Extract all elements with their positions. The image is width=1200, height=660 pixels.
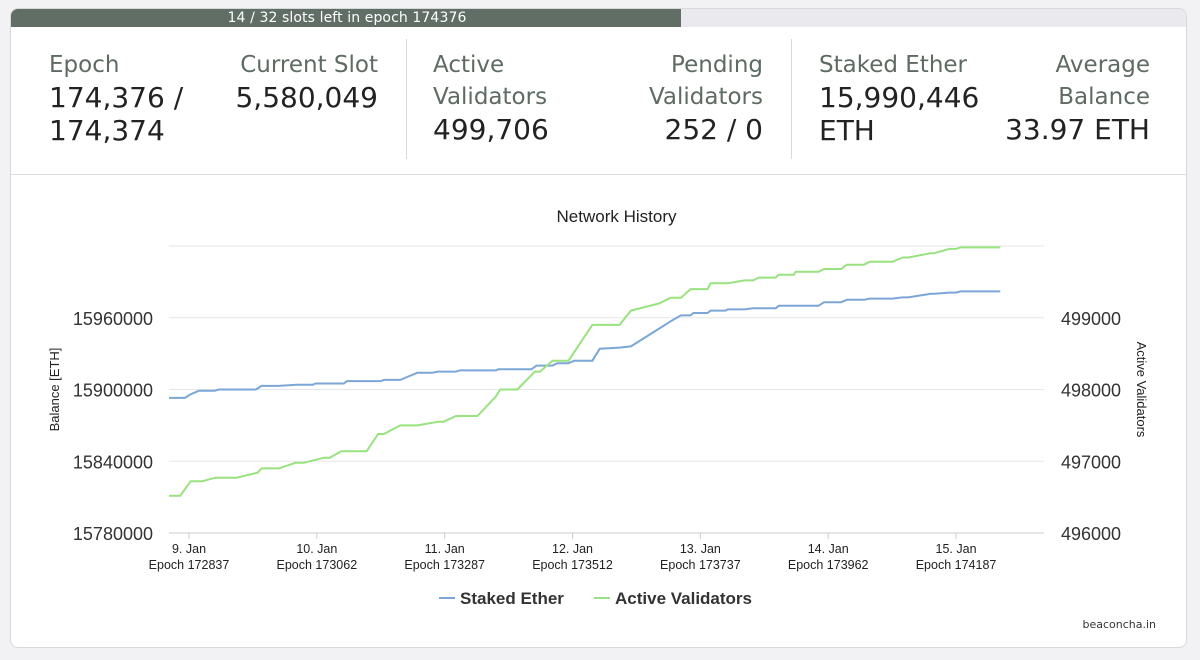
active-validators-stat: Active Validators 499,706 — [433, 49, 549, 146]
staked-ether-value-line2: ETH — [819, 114, 875, 147]
epoch-value-line2: 174,374 — [49, 114, 165, 147]
current-slot-label: Current Slot — [240, 52, 378, 78]
stats-divider — [406, 39, 407, 159]
y-right-tick-label: 496000 — [1061, 524, 1121, 544]
chart-credit[interactable]: beaconcha.in — [1082, 618, 1156, 631]
y-right-axis-title: Active Validators — [1134, 342, 1149, 438]
average-balance-stat: Average Balance 33.97 ETH — [1005, 49, 1150, 146]
pending-validators-stat: Pending Validators 252 / 0 — [649, 49, 763, 146]
x-tick-label-day: 9. Jan — [172, 542, 206, 556]
active-validators-label-line2: Validators — [433, 84, 548, 110]
staked-ether-stat: Staked Ether 15,990,446 ETH — [819, 49, 979, 147]
y-left-tick-label: 15840000 — [73, 452, 153, 472]
x-tick-label-epoch: Epoch 173062 — [277, 558, 358, 572]
stats-panel: Epoch 174,376 / 174,374 Current Slot 5,5… — [11, 27, 1186, 175]
average-balance-label-line1: Average — [1055, 52, 1150, 78]
x-tick-label-day: 14. Jan — [808, 542, 849, 556]
epoch-label: Epoch — [49, 52, 120, 78]
y-left-axis-title: Balance [ETH] — [47, 348, 62, 432]
staked-ether-line — [169, 290, 1001, 399]
x-tick-label-epoch: Epoch 173737 — [660, 558, 741, 572]
ether-group: Staked Ether 15,990,446 ETH Average Bala… — [792, 27, 1186, 175]
x-tick-label-epoch: Epoch 173287 — [404, 558, 485, 572]
y-left-tick-label: 15900000 — [73, 381, 153, 401]
x-tick-label-epoch: Epoch 172837 — [149, 558, 230, 572]
average-balance-label-line2: Balance — [1058, 84, 1150, 110]
y-right-tick-label: 497000 — [1061, 452, 1121, 472]
x-tick-label-epoch: Epoch 174187 — [916, 558, 997, 572]
epoch-progress-bar: 14 / 32 slots left in epoch 174376 — [11, 9, 1186, 27]
x-tick-label-day: 11. Jan — [425, 542, 465, 556]
current-slot-value: 5,580,049 — [235, 81, 378, 114]
epoch-progress-text: 14 / 32 slots left in epoch 174376 — [227, 10, 467, 26]
network-card: 14 / 32 slots left in epoch 174376 Epoch… — [10, 8, 1187, 648]
active-validators-line — [169, 246, 1001, 497]
active-validators-value: 499,706 — [433, 113, 549, 146]
x-tick-label-day: 15. Jan — [936, 542, 977, 556]
average-balance-value: 33.97 ETH — [1005, 113, 1150, 146]
x-tick-label-day: 13. Jan — [680, 542, 721, 556]
chart-svg: Network History 15780000 15840000 15900000 1… — [47, 207, 1149, 608]
y-left-tick-label: 15780000 — [73, 524, 153, 544]
x-tick-label-epoch: Epoch 173512 — [532, 558, 613, 572]
legend-label-active-validators: Active Validators — [615, 589, 752, 608]
pending-validators-label-line1: Pending — [671, 52, 763, 78]
x-tick-label-day: 12. Jan — [552, 542, 593, 556]
legend-label-staked-ether: Staked Ether — [460, 589, 564, 608]
epoch-progress-fill — [11, 9, 681, 27]
epoch-stat: Epoch 174,376 / 174,374 — [49, 49, 183, 147]
current-slot-stat: Current Slot 5,580,049 — [235, 49, 378, 114]
chart-title: Network History — [557, 207, 677, 226]
pending-validators-label-line2: Validators — [648, 84, 763, 110]
x-tick-label-day: 10. Jan — [296, 542, 337, 556]
staked-ether-value-line1: 15,990,446 — [819, 81, 980, 114]
epoch-slot-group: Epoch 174,376 / 174,374 Current Slot 5,5… — [11, 27, 406, 175]
y-left-tick-label: 15960000 — [73, 309, 153, 329]
validators-group: Active Validators 499,706 Pending Valida… — [407, 27, 791, 175]
y-right-tick-label: 499000 — [1061, 309, 1121, 329]
active-validators-label-line1: Active — [433, 52, 505, 78]
network-history-chart: Network History 15780000 15840000 15900000 1… — [11, 176, 1186, 647]
stats-divider — [791, 39, 792, 159]
y-right-tick-label: 498000 — [1061, 381, 1121, 401]
x-tick-label-epoch: Epoch 173962 — [788, 558, 869, 572]
staked-ether-label: Staked Ether — [819, 52, 968, 78]
pending-validators-value: 252 / 0 — [664, 113, 764, 146]
epoch-value-line1: 174,376 / — [49, 81, 184, 114]
